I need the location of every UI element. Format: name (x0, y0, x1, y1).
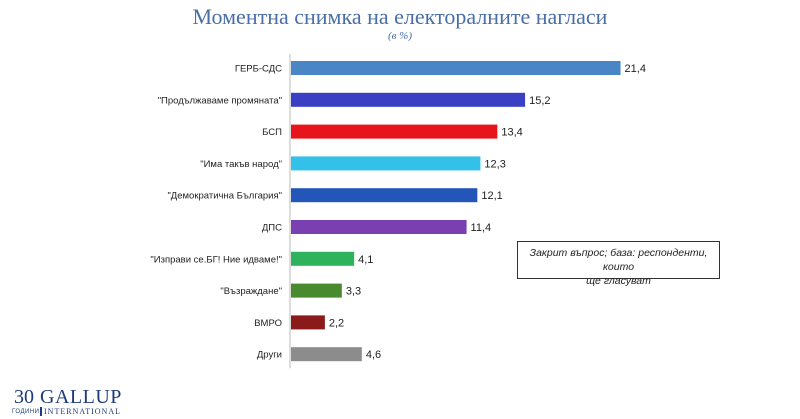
category-label-5: ДПС (262, 223, 282, 234)
bar-4 (291, 188, 478, 203)
value-label-6: 4,1 (358, 254, 373, 266)
category-label-2: БСП (262, 127, 282, 138)
category-label-3: "Има такъв народ" (200, 159, 282, 170)
category-label-4: "Демократична България" (167, 191, 282, 202)
bar-5 (291, 220, 467, 234)
category-label-6: "Изправи се.БГ! Ние идваме!" (150, 254, 282, 265)
logo-number: 30 (14, 386, 34, 408)
category-label-1: "Продължаваме промяната" (158, 95, 282, 106)
note-line-1: Закрит въпрос; база: респонденти, които (529, 247, 708, 273)
value-label-9: 4,6 (366, 349, 381, 361)
logo-brand: GALLUP (40, 386, 122, 408)
bar-9 (291, 347, 362, 362)
category-label-9: Други (257, 350, 282, 361)
value-label-8: 2,2 (329, 317, 344, 329)
value-label-0: 21,4 (625, 63, 646, 75)
bar-0 (291, 61, 621, 75)
bar-1 (291, 92, 526, 107)
logo-divider (40, 407, 42, 416)
chart-subtitle: (в %) (387, 30, 412, 42)
logo-years: ГОДИНИ (12, 409, 40, 415)
value-label-1: 15,2 (529, 95, 550, 107)
bar-6 (291, 251, 355, 266)
bar-3 (291, 156, 481, 171)
category-label-8: ВМРО (254, 318, 282, 329)
value-label-3: 12,3 (484, 158, 505, 170)
logo-sub: INTERNATIONAL (44, 407, 121, 416)
value-label-5: 11,4 (471, 222, 492, 234)
bar-7 (291, 283, 342, 298)
chart-title: Моментна снимка на електоралните нагласи (192, 4, 608, 29)
value-label-7: 3,3 (346, 286, 361, 298)
category-label-0: ГЕРБ-СДС (235, 64, 282, 75)
value-label-2: 13,4 (501, 127, 522, 139)
bar-8 (291, 315, 325, 330)
gallup-logo: 30 ГОДИНИ GALLUP INTERNATIONAL (2, 382, 182, 418)
category-label-7: "Възраждане" (220, 286, 282, 297)
value-label-4: 12,1 (481, 190, 502, 202)
note-box: Закрит въпрос; база: респонденти, които … (517, 241, 720, 287)
bar-2 (291, 124, 498, 139)
note-line-2: ще гласуват (586, 275, 651, 287)
